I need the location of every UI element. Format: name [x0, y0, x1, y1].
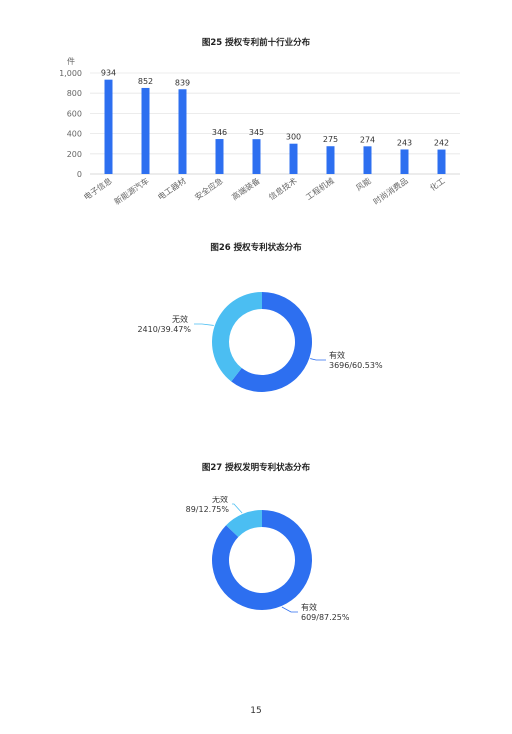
donut-slice [212, 292, 262, 382]
bar [178, 89, 187, 174]
bar [215, 139, 224, 174]
bar [141, 87, 150, 174]
leader-line [281, 606, 298, 613]
x-tick-label: 安全应急 [193, 175, 225, 202]
bar [400, 149, 409, 174]
x-tick-label: 高端装备 [230, 175, 262, 202]
y-axis-unit-label: 件 [67, 56, 75, 66]
x-tick-label: 工程机械 [304, 175, 336, 202]
bar-data-label: 852 [138, 77, 153, 86]
figure-27-title: 图27 授权发明专利状态分布 [201, 463, 311, 473]
y-tick-label: 400 [67, 130, 82, 139]
bar-data-label: 300 [286, 133, 301, 142]
bar-data-label: 839 [175, 78, 190, 87]
bar [252, 139, 261, 174]
bar-data-label: 934 [101, 69, 116, 78]
page-number: 15 [250, 706, 262, 716]
bar [289, 143, 298, 174]
y-tick-label: 0 [77, 170, 82, 179]
slice-name-label: 有效 [329, 350, 345, 360]
leader-line [232, 503, 243, 514]
leader-line [310, 358, 326, 361]
donut-slice [231, 292, 312, 392]
slice-name-label: 无效 [212, 496, 228, 504]
bar [326, 146, 335, 174]
figure-25-title: 图25 授权专利前十行业分布 [201, 38, 311, 48]
slice-value-label: 609/87.25% [301, 613, 350, 622]
slice-name-label: 有效 [301, 602, 317, 612]
slice-value-label: 89/12.75% [186, 505, 230, 514]
bar-data-label: 243 [397, 138, 412, 147]
bar-data-label: 275 [323, 135, 338, 144]
bar [104, 79, 113, 174]
figure-26-title: 图26 授权专利状态分布 [210, 243, 302, 253]
x-tick-label: 信息技术 [267, 175, 299, 202]
x-tick-label: 电工器材 [156, 175, 188, 202]
bar [363, 146, 372, 174]
x-tick-label: 电子信息 [82, 175, 114, 202]
x-tick-label: 新能源汽车 [112, 175, 151, 206]
x-tick-label: 风能 [354, 175, 373, 192]
slice-value-label: 2410/39.47% [137, 325, 191, 334]
y-tick-label: 200 [67, 150, 82, 159]
donut-slice [212, 510, 313, 610]
y-tick-label: 600 [67, 109, 82, 118]
y-tick-label: 800 [67, 89, 82, 98]
leader-line [194, 323, 214, 326]
donut-slice [226, 510, 262, 538]
x-tick-label: 化工 [428, 175, 447, 192]
x-tick-label: 时尚消费品 [371, 175, 410, 206]
bar-data-label: 345 [249, 128, 264, 137]
slice-value-label: 3696/60.53% [329, 361, 383, 370]
bar-chart: 件 0 200 400 600 800 1,000 934 电子信息 852 新能源汽车 839 电工… [59, 56, 460, 207]
bar-data-label: 242 [434, 139, 449, 148]
bar-data-label: 274 [360, 135, 375, 144]
bar [437, 149, 446, 174]
bar-data-label: 346 [212, 128, 227, 137]
y-tick-label: 1,000 [59, 69, 82, 78]
slice-name-label: 无效 [172, 314, 188, 324]
